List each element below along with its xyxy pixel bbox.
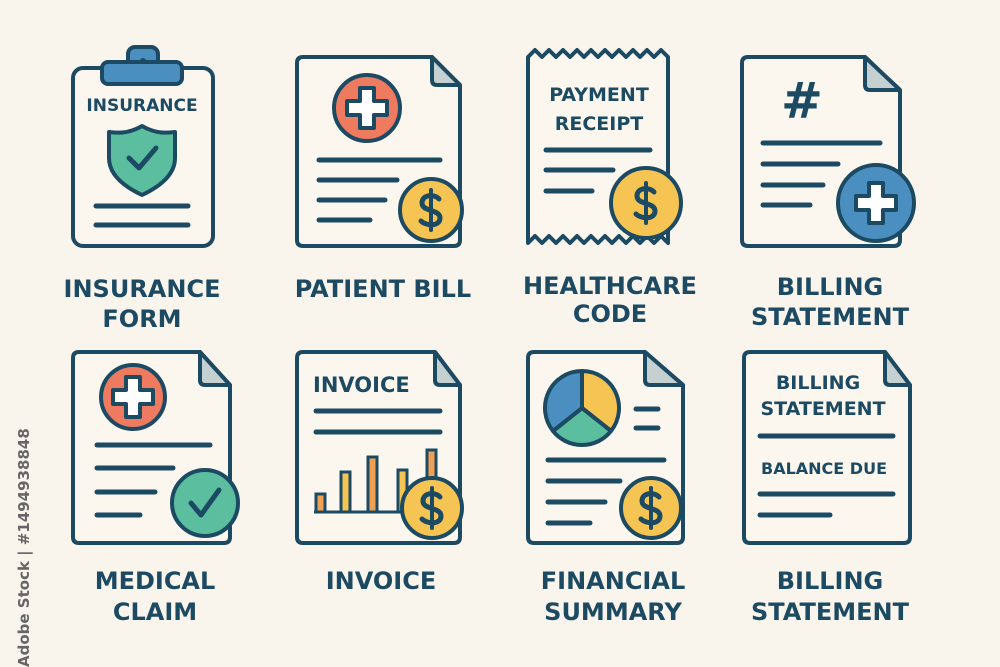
- label-billing-statement: BILLING: [777, 273, 884, 301]
- label-healthcare-code: HEALTHCARE: [523, 272, 697, 300]
- svg-text:BILLING: BILLING: [776, 372, 860, 394]
- label-insurance-form-2: FORM: [102, 305, 181, 333]
- label-medical-claim: MEDICAL: [95, 567, 216, 595]
- patient-bill-icon: [295, 55, 464, 248]
- shield-icon: [107, 124, 177, 197]
- svg-text:BALANCE DUE: BALANCE DUE: [761, 459, 887, 478]
- svg-text:STATEMENT: STATEMENT: [760, 398, 885, 420]
- billing-statement-balance-icon: BILLING STATEMENT BALANCE DUE: [742, 350, 912, 545]
- insurance-form-icon: INSURANCE: [71, 45, 215, 248]
- label-medical-claim-2: CLAIM: [113, 598, 197, 626]
- billing-statement-hash-icon: #: [740, 55, 916, 248]
- label-billing-statement-b-2: STATEMENT: [751, 598, 910, 626]
- medical-claim-icon: [71, 350, 240, 545]
- label-insurance-form: INSURANCE: [64, 275, 221, 303]
- svg-text:INVOICE: INVOICE: [313, 373, 410, 397]
- healthcare-code-icon: PAYMENT RECEIPT: [526, 48, 683, 245]
- label-financial-summary-2: SUMMARY: [544, 598, 682, 626]
- label-invoice: INVOICE: [326, 567, 437, 595]
- check-circle-icon: [170, 468, 240, 538]
- invoice-icon: INVOICE: [295, 350, 464, 545]
- insurance-inner-text: INSURANCE: [86, 96, 197, 116]
- label-financial-summary: FINANCIAL: [541, 567, 685, 595]
- svg-text:PAYMENT: PAYMENT: [549, 84, 649, 106]
- label-billing-statement-2: STATEMENT: [751, 303, 910, 331]
- label-billing-statement-b: BILLING: [777, 567, 884, 595]
- label-patient-bill: PATIENT BILL: [295, 275, 471, 303]
- svg-text:RECEIPT: RECEIPT: [555, 113, 644, 135]
- financial-summary-icon: [526, 350, 685, 545]
- watermark-text: Adobe Stock | #1494938848: [15, 428, 34, 667]
- label-healthcare-code-2: CODE: [573, 300, 647, 328]
- svg-text:#: #: [781, 72, 823, 130]
- pie-chart-icon: [542, 369, 622, 448]
